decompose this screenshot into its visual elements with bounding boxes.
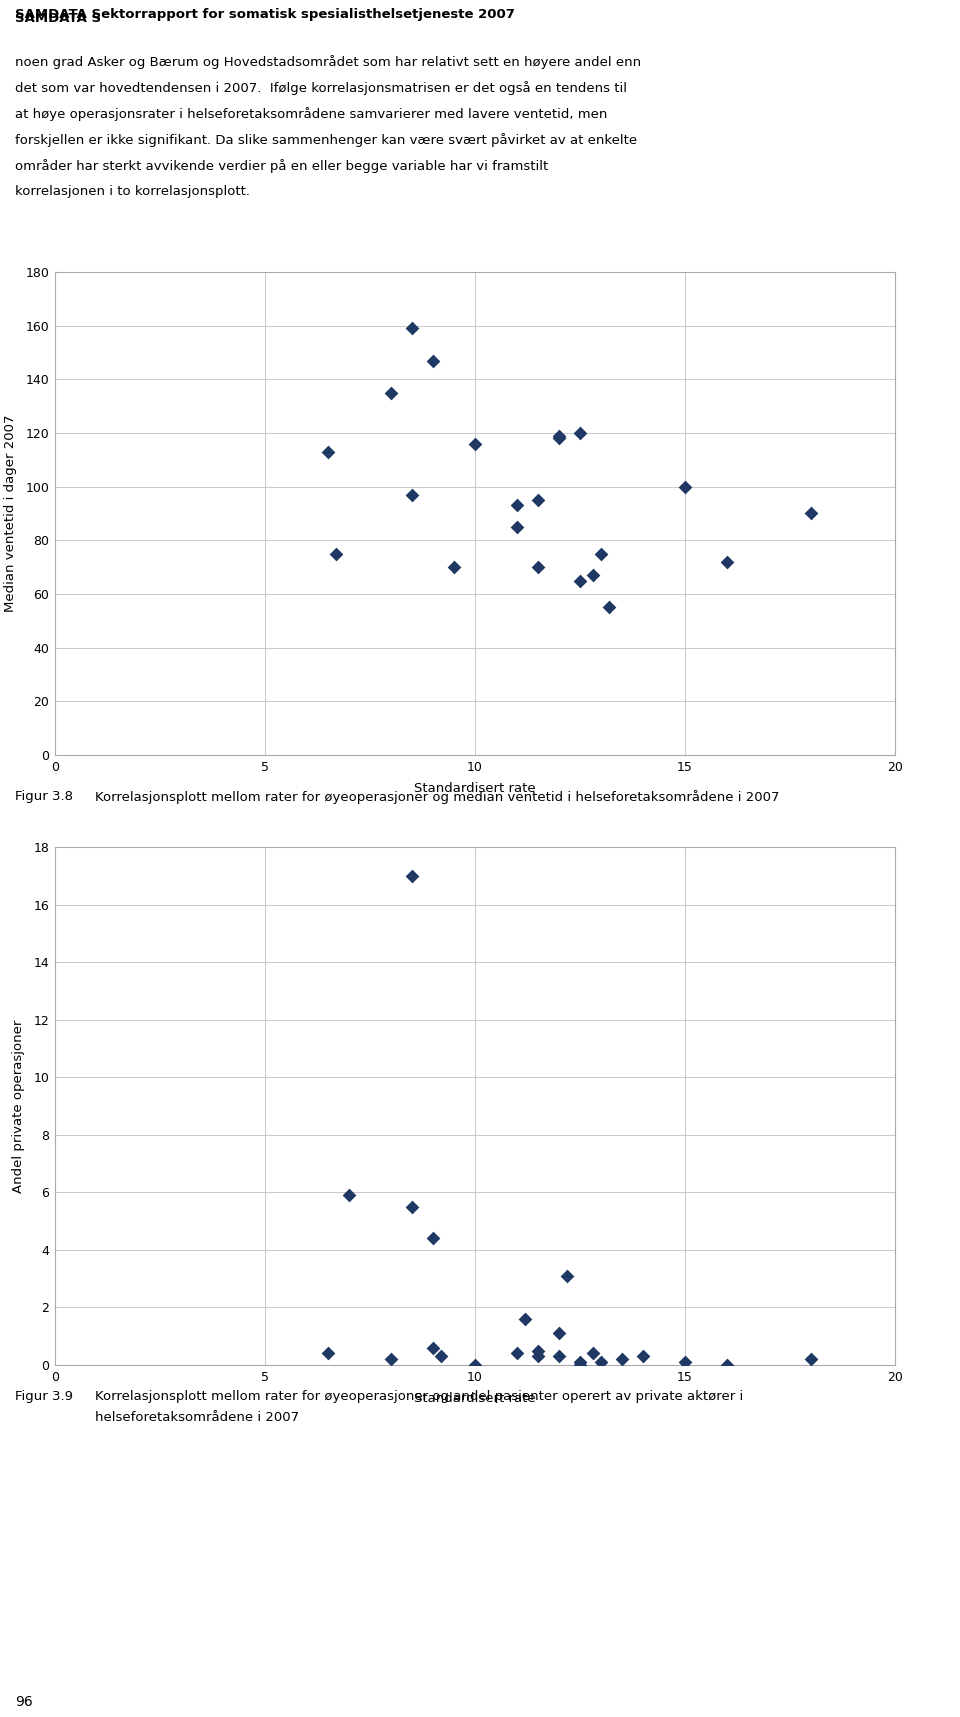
Point (510, 513, 525, 541)
Point (678, 1348, 693, 1375)
Point (551, 1343, 566, 1370)
Point (560, 1262, 575, 1289)
Point (404, 1193, 420, 1221)
Point (593, 1348, 609, 1375)
Point (572, 567, 588, 594)
Text: korrelasjonen i to korrelasjonsplott.: korrelasjonen i to korrelasjonsplott. (15, 185, 250, 197)
Text: SAMDATA Sᴇᴋᴛᴏʀʀᴀᴘᴘᴏʀᴛ ғᴏʀ ѕᴏмᴀᴛɪѕᴋ ѕᴘᴇѕ⚠ᴀʟ⚠ѕᴛʟᴇʟѕᴇᴛᴊᴇɴᴇѕᴛᴇ 2007: SAMDATA Sᴇᴋᴛᴏʀʀᴀᴘᴘᴏʀᴛ ғᴏʀ ѕᴏмᴀᴛɪѕᴋ ѕᴘᴇѕ⚠… (15, 9, 534, 21)
Point (404, 314, 420, 342)
Point (342, 1181, 357, 1209)
Point (551, 422, 566, 450)
Text: forskjellen er ikke signifikant. Da slike sammenhenger kan være svært påvirket a: forskjellen er ikke signifikant. Da slik… (15, 132, 637, 148)
Point (572, 419, 588, 446)
Point (425, 1224, 441, 1252)
Point (636, 1343, 651, 1370)
Point (468, 429, 483, 457)
X-axis label: Standardisert rate: Standardisert rate (414, 781, 536, 795)
Point (719, 1351, 734, 1379)
Point (530, 1338, 545, 1365)
Point (328, 541, 344, 568)
Text: Korrelasjonsplott mellom rater for øyeoperasjoner og median ventetid i helsefore: Korrelasjonsplott mellom rater for øyeop… (95, 790, 780, 804)
Y-axis label: Median ventetid i dager 2007: Median ventetid i dager 2007 (4, 416, 17, 613)
Point (804, 500, 819, 527)
Point (593, 541, 609, 568)
Text: noen grad Asker og Bærum og Hovedstadsområdet som har relativt sett en høyere an: noen grad Asker og Bærum og Hovedstadsom… (15, 55, 641, 69)
Point (383, 1346, 398, 1374)
Point (530, 486, 545, 513)
Text: Korrelasjonsplott mellom rater for øyeoperasjoner og andel pasienter operert av : Korrelasjonsplott mellom rater for øyeop… (95, 1391, 743, 1403)
Point (510, 491, 525, 519)
Point (602, 594, 617, 622)
Point (678, 472, 693, 500)
Point (383, 379, 398, 407)
Text: 96: 96 (15, 1695, 33, 1708)
Text: det som var hovedtendensen i 2007.  Ifølge korrelasjonsmatrisen er det også en t: det som var hovedtendensen i 2007. Ifølg… (15, 81, 627, 94)
Point (530, 553, 545, 580)
X-axis label: Standardisert rate: Standardisert rate (414, 1392, 536, 1405)
Y-axis label: Andel private operasjoner: Andel private operasjoner (12, 1020, 25, 1193)
Point (719, 548, 734, 575)
Point (404, 862, 420, 889)
Text: helseforetaksområdene i 2007: helseforetaksområdene i 2007 (95, 1411, 300, 1423)
Point (425, 1334, 441, 1362)
Point (321, 1339, 336, 1367)
Point (572, 1351, 588, 1379)
Point (434, 1343, 449, 1370)
Point (404, 481, 420, 508)
Text: Figur 3.9: Figur 3.9 (15, 1391, 73, 1403)
Text: SAMDATA Sektorrapport for somatisk spesialisthelsetjeneste 2007: SAMDATA Sektorrapport for somatisk spesi… (15, 9, 515, 21)
Point (446, 553, 462, 580)
Text: områder har sterkt avvikende verdier på en eller begge variable har vi framstilt: områder har sterkt avvikende verdier på … (15, 160, 548, 173)
Text: at høye operasjonsrater i helseforetaksområdene samvarierer med lavere ventetid,: at høye operasjonsrater i helseforetakso… (15, 106, 608, 120)
Point (321, 438, 336, 465)
Point (517, 1305, 533, 1332)
Point (585, 1339, 600, 1367)
Point (530, 1343, 545, 1370)
Point (614, 1346, 630, 1374)
Text: SAMDATA S: SAMDATA S (15, 12, 101, 26)
Point (551, 1320, 566, 1348)
Point (468, 1351, 483, 1379)
Text: Figur 3.8: Figur 3.8 (15, 790, 73, 804)
Point (804, 1346, 819, 1374)
Point (585, 561, 600, 589)
Point (425, 347, 441, 374)
Point (510, 1339, 525, 1367)
Point (572, 1348, 588, 1375)
Point (551, 424, 566, 452)
